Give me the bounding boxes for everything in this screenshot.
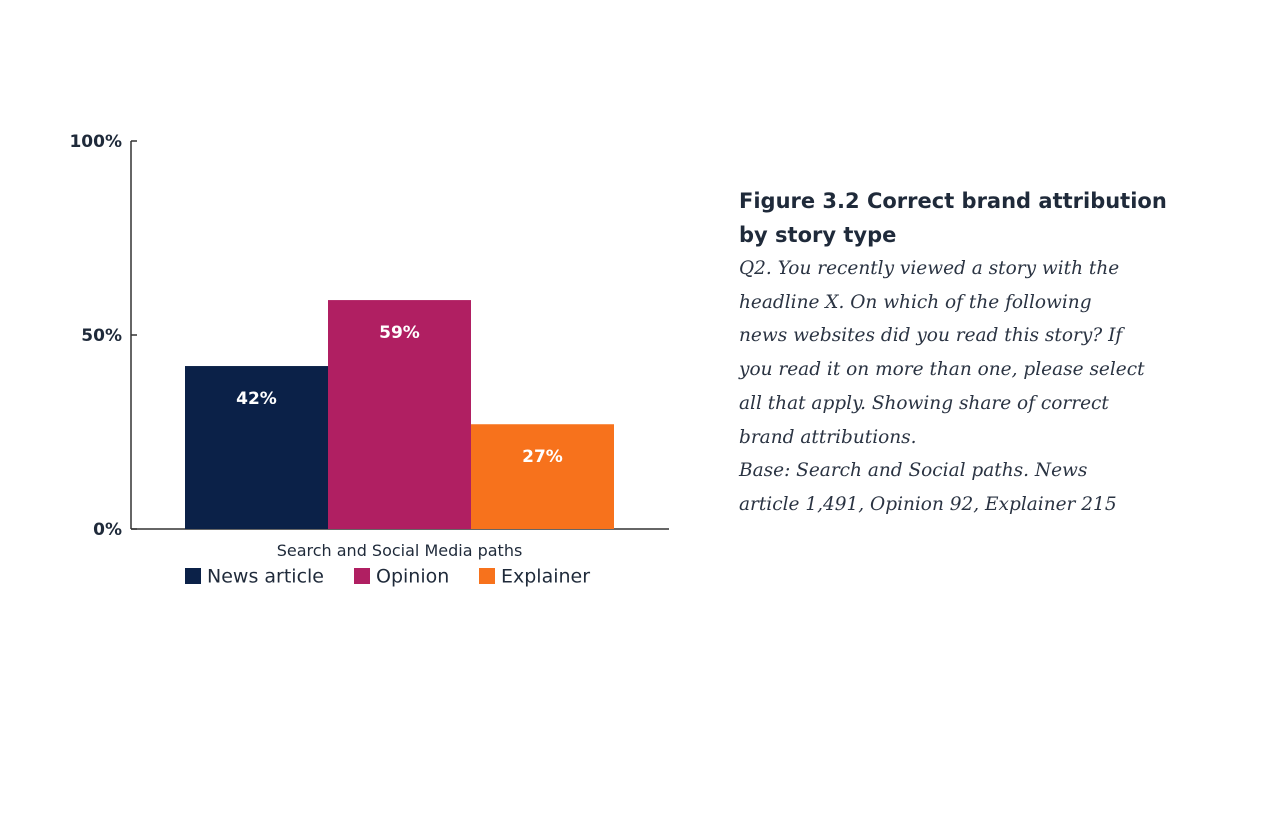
legend-label: Explainer (501, 566, 590, 588)
caption-line: Q2. You recently viewed a story with the (739, 258, 1120, 279)
y-tick-label: 0% (93, 520, 122, 540)
bar-opinion (328, 300, 471, 529)
caption-line: you read it on more than one, please sel… (739, 359, 1145, 381)
y-tick-label: 50% (81, 326, 122, 346)
legend-label: Opinion (376, 566, 449, 588)
caption-line: brand attributions. (739, 426, 917, 448)
bar-value-label: 59% (379, 323, 420, 343)
legend-swatch (185, 568, 201, 584)
caption-line: Base: Search and Social paths. News (739, 460, 1088, 482)
legend: News article Opinion Explainer (185, 566, 590, 588)
caption-line: news websites did you read this story? I… (739, 325, 1123, 347)
caption-line: article 1,491, Opinion 92, Explainer 215 (739, 493, 1117, 515)
bars (185, 300, 614, 529)
bar-value-label: 42% (236, 389, 277, 409)
y-axis: 0% 50% 100% (69, 132, 137, 540)
value-labels: 42% 59% 27% (236, 323, 563, 467)
bar-explainer (471, 424, 614, 529)
legend-swatch (479, 568, 495, 584)
bar-chart: 0%50%100% Search and Social Media paths … (69, 132, 669, 588)
caption-line: all that apply. Showing share of correct (739, 392, 1109, 414)
caption-line: headline X. On which of the following (739, 291, 1092, 313)
x-axis: Search and Social Media paths (131, 528, 669, 560)
x-category-label: Search and Social Media paths (277, 541, 523, 560)
caption-title: Figure 3.2 Correct brand attribution by … (739, 189, 1167, 247)
figure-caption: Figure 3.2 Correct brand attribution by … (739, 184, 1179, 522)
legend-swatch (354, 568, 370, 584)
bar-news-article (185, 366, 328, 529)
legend-label: News article (207, 566, 324, 588)
y-tick-label: 100% (69, 132, 122, 152)
caption-body: Q2. You recently viewed a story with the… (739, 252, 1179, 522)
bar-value-label: 27% (522, 447, 563, 467)
